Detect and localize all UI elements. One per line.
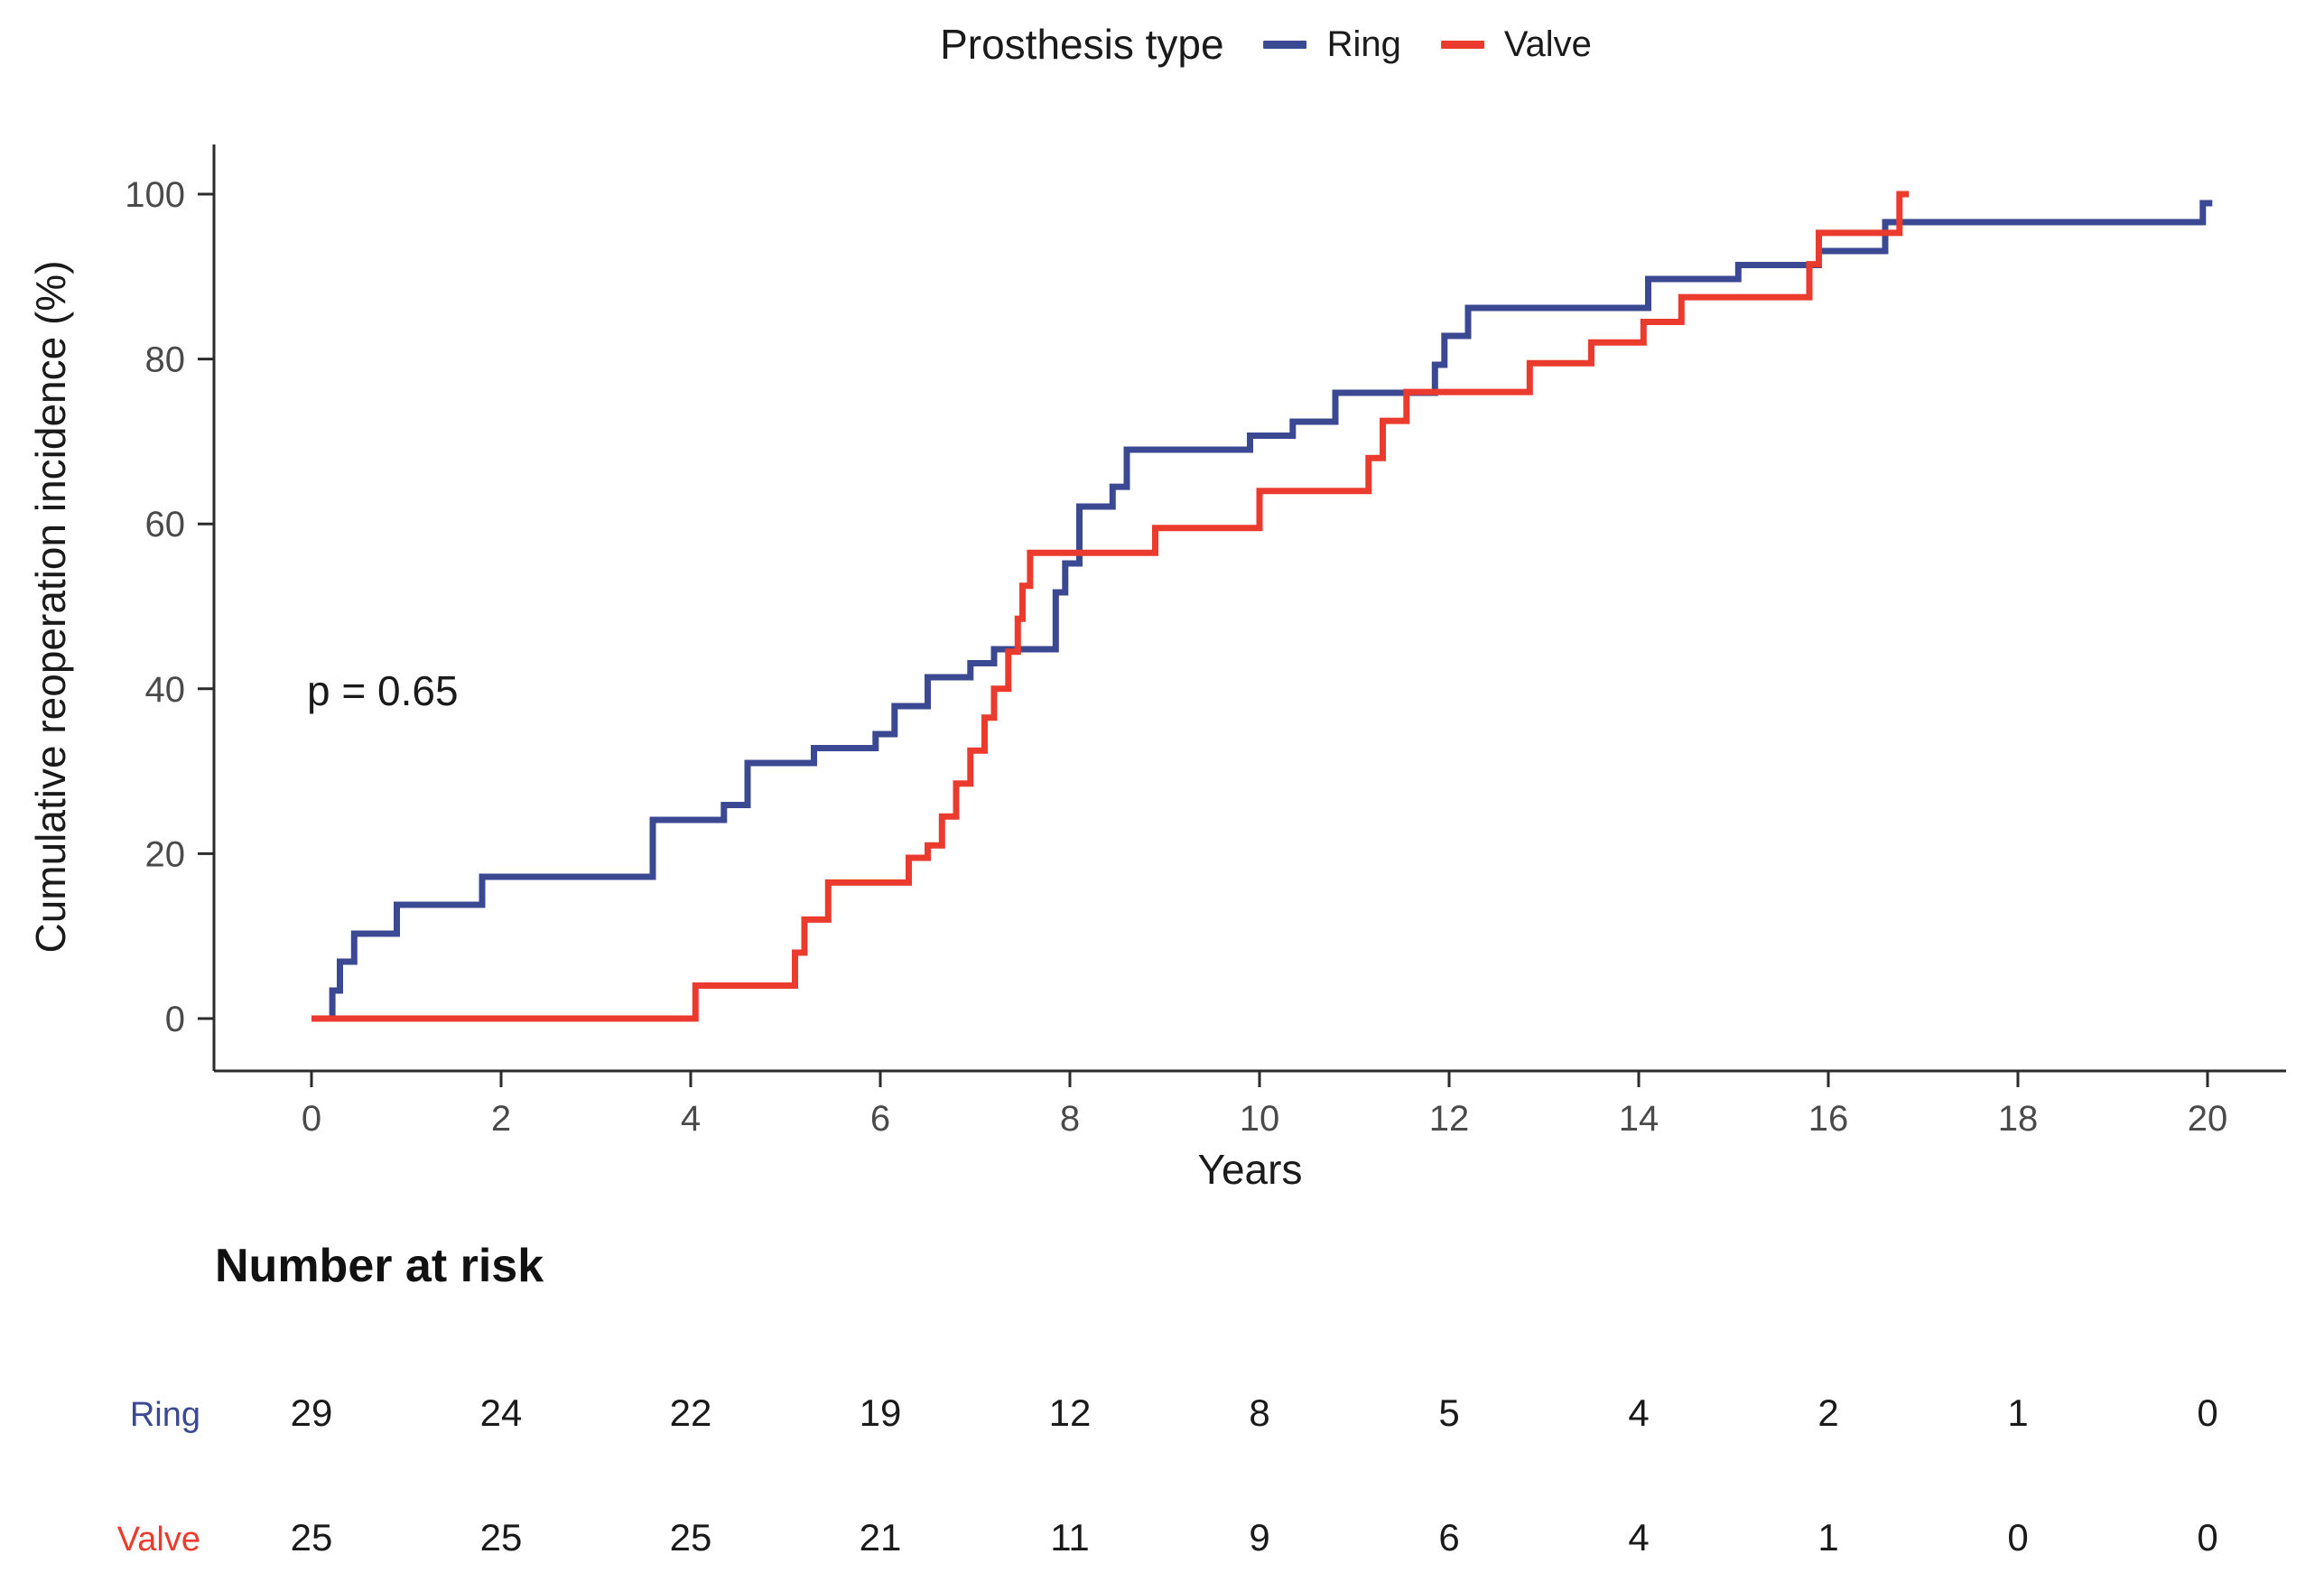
valve-curve: [311, 191, 1910, 1022]
valve-series-dash-icon: [1440, 40, 1484, 49]
risk-row-label-ring: Ring: [129, 1396, 200, 1434]
y-tick-label: 80: [145, 340, 186, 380]
risk-row-label-valve: Valve: [116, 1521, 200, 1559]
risk-count-valve-year-16: 1: [1817, 1516, 1839, 1559]
y-tick-label: 60: [145, 505, 186, 544]
risk-count-valve-year-20: 0: [2197, 1516, 2218, 1559]
risk-count-valve-year-4: 25: [669, 1516, 712, 1559]
legend-title: Prosthesis type: [940, 21, 1224, 68]
risk-count-valve-year-8: 11: [1050, 1516, 1090, 1559]
x-tick-label: 0: [302, 1099, 321, 1139]
risk-count-ring-year-6: 19: [859, 1391, 902, 1434]
risk-count-ring-year-12: 5: [1438, 1391, 1460, 1434]
x-tick-label: 14: [1619, 1099, 1659, 1139]
y-tick-label: 20: [145, 834, 186, 874]
risk-count-valve-year-0: 25: [290, 1516, 333, 1559]
x-tick-label: 18: [1998, 1099, 2039, 1139]
legend: Prosthesis type Ring Valve: [940, 20, 1592, 69]
ring-series-dash-icon: [1263, 40, 1307, 49]
risk-count-valve-year-6: 21: [859, 1516, 902, 1559]
risk-count-ring-year-14: 4: [1628, 1391, 1650, 1434]
x-tick-label: 16: [1808, 1099, 1849, 1139]
y-tick-label: 0: [165, 1000, 185, 1039]
risk-count-valve-year-12: 6: [1438, 1516, 1460, 1559]
risk-count-ring-year-4: 22: [669, 1391, 712, 1434]
x-tick-label: 2: [491, 1099, 511, 1139]
risk-count-ring-year-16: 2: [1817, 1391, 1839, 1434]
legend-item-ring: Ring: [1263, 23, 1401, 65]
x-axis-title: Years: [1197, 1146, 1303, 1193]
risk-count-ring-year-20: 0: [2197, 1391, 2218, 1434]
risk-count-ring-year-8: 12: [1048, 1391, 1092, 1434]
p-value-annotation: p = 0.65: [307, 667, 459, 714]
x-tick-label: 8: [1060, 1099, 1080, 1139]
y-axis-title: Cumulative reoperation incidence (%): [27, 260, 74, 954]
legend-label-ring: Ring: [1326, 23, 1401, 64]
number-at-risk-title: Number at risk: [215, 1240, 544, 1292]
risk-count-ring-year-0: 29: [290, 1391, 333, 1434]
y-tick-label: 40: [145, 670, 186, 710]
risk-count-ring-year-2: 24: [479, 1391, 523, 1434]
legend-label-valve: Valve: [1503, 23, 1592, 64]
y-tick-label: 100: [125, 175, 185, 215]
legend-item-valve: Valve: [1440, 23, 1592, 65]
ring-curve: [329, 200, 2213, 1022]
risk-count-ring-year-18: 1: [2007, 1391, 2029, 1434]
x-tick-label: 10: [1240, 1099, 1280, 1139]
x-tick-label: 12: [1429, 1099, 1470, 1139]
risk-count-valve-year-14: 4: [1628, 1516, 1650, 1559]
risk-count-valve-year-10: 9: [1249, 1516, 1270, 1559]
x-tick-label: 20: [2188, 1099, 2228, 1139]
risk-count-ring-year-10: 8: [1249, 1391, 1270, 1434]
x-tick-label: 6: [870, 1099, 890, 1139]
x-tick-label: 4: [681, 1099, 701, 1139]
risk-count-valve-year-18: 0: [2007, 1516, 2029, 1559]
risk-count-valve-year-2: 25: [479, 1516, 523, 1559]
